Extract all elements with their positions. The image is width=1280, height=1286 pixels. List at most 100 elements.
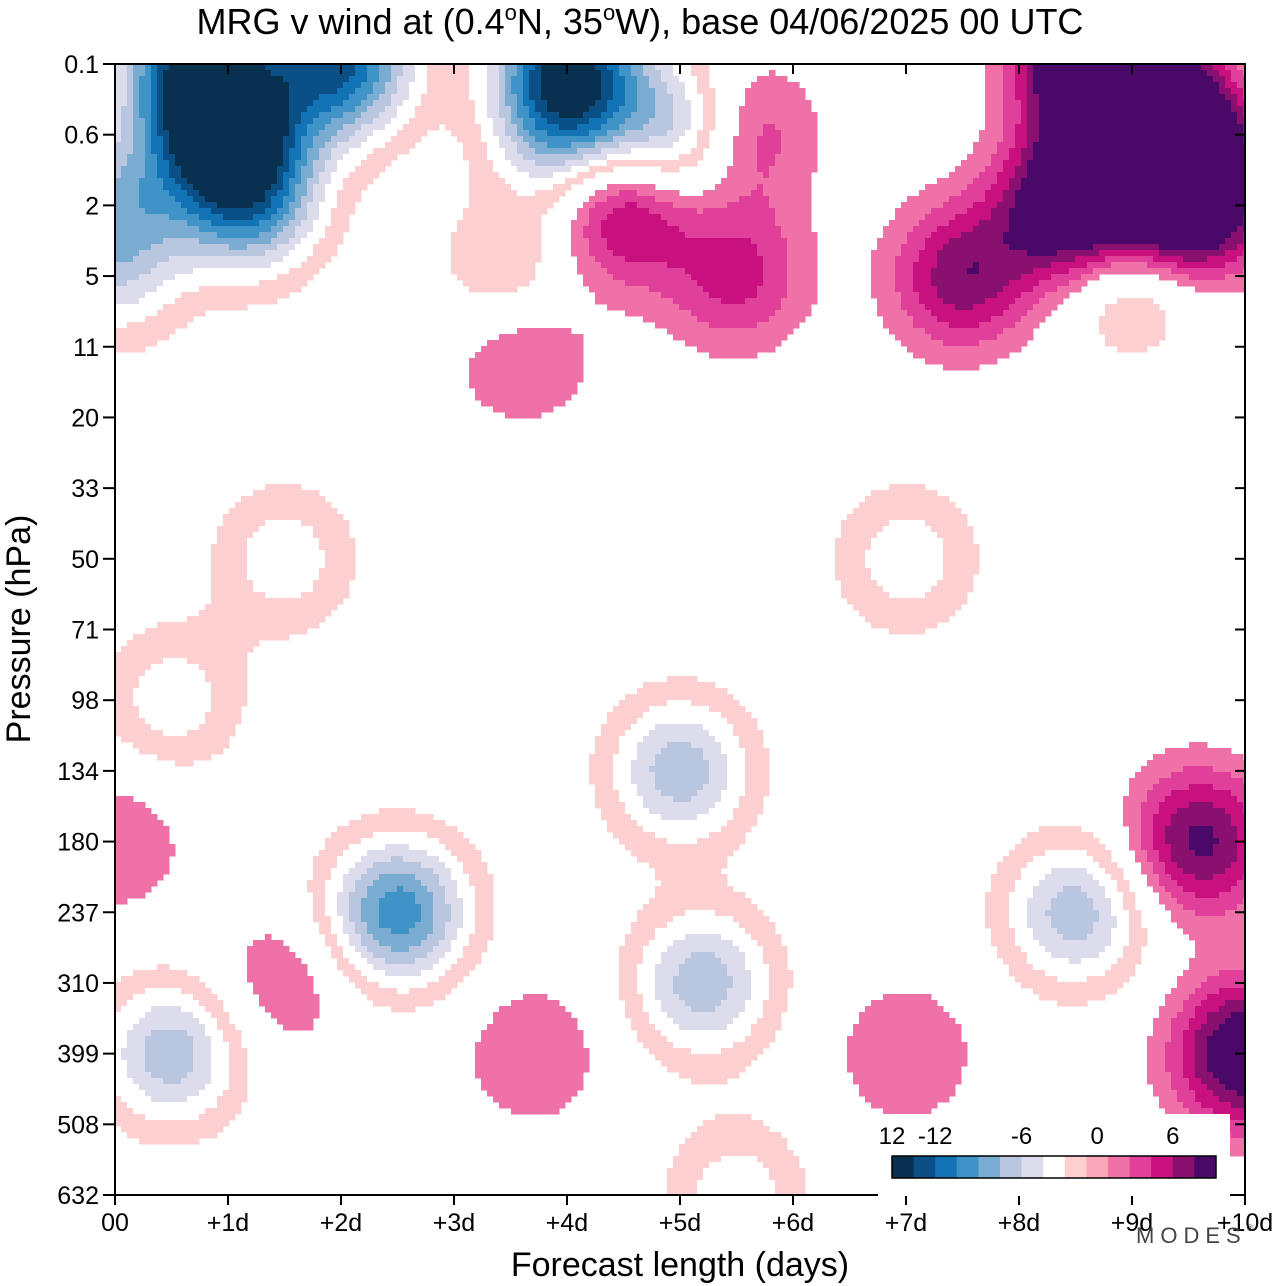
contour-cell (547, 118, 554, 125)
contour-cell (733, 142, 740, 149)
contour-cell (1027, 82, 1034, 89)
contour-cell (1135, 112, 1142, 119)
contour-cell (955, 256, 962, 263)
contour-cell (715, 214, 722, 221)
contour-cell (1165, 130, 1172, 137)
contour-cell (1147, 142, 1154, 149)
contour-cell (751, 256, 758, 263)
contour-cell (1237, 226, 1244, 233)
contour-cell (1069, 220, 1076, 227)
contour-cell (379, 142, 386, 149)
contour-cell (979, 142, 986, 149)
contour-cell (1189, 226, 1196, 233)
contour-cell (1075, 184, 1082, 191)
contour-cell (1147, 250, 1154, 257)
contour-cell (211, 70, 218, 77)
contour-cell (727, 196, 734, 203)
contour-cell (523, 142, 530, 149)
contour-cell (955, 220, 962, 227)
contour-cell (781, 76, 788, 83)
contour-cell (1111, 190, 1118, 197)
contour-cell (121, 238, 128, 245)
contour-cell (271, 232, 278, 239)
contour-cell (739, 130, 746, 137)
contour-cell (775, 148, 782, 155)
contour-cell (247, 112, 254, 119)
contour-cell (1207, 238, 1214, 245)
contour-cell (751, 118, 758, 125)
contour-cell (163, 256, 170, 263)
contour-cell (547, 184, 554, 191)
contour-cell (1099, 112, 1106, 119)
contour-cell (727, 232, 734, 239)
contour-cell (763, 118, 770, 125)
contour-cell (1237, 100, 1244, 107)
contour-cell (1183, 142, 1190, 149)
contour-cell (763, 88, 770, 95)
contour-cell (667, 70, 674, 77)
contour-cell (727, 166, 734, 173)
contour-cell (1105, 118, 1112, 125)
contour-cell (481, 250, 488, 257)
contour-cell (595, 76, 602, 83)
contour-cell (1123, 256, 1130, 263)
contour-cell (595, 124, 602, 131)
contour-cell (427, 94, 434, 101)
contour-cell (1015, 202, 1022, 209)
contour-cell (745, 112, 752, 119)
contour-cell (163, 160, 170, 167)
contour-cell (259, 256, 266, 263)
contour-cell (805, 202, 812, 209)
contour-cell (667, 94, 674, 101)
contour-cell (1243, 124, 1245, 131)
contour-cell (991, 100, 998, 107)
contour-cell (1063, 160, 1070, 167)
contour-cell (421, 106, 428, 113)
contour-cell (547, 124, 554, 131)
contour-cell (517, 172, 524, 179)
contour-cell (301, 220, 308, 227)
contour-cell (1033, 238, 1040, 245)
contour-cell (757, 88, 764, 95)
contour-cell (1135, 226, 1142, 233)
contour-cell (625, 76, 632, 83)
contour-cell (559, 112, 566, 119)
contour-cell (523, 124, 530, 131)
contour-cell (1225, 76, 1232, 83)
contour-cell (361, 148, 368, 155)
contour-cell (547, 190, 554, 197)
contour-cell (445, 118, 452, 125)
contour-cell (697, 76, 704, 83)
contour-cell (151, 94, 158, 101)
contour-cell (301, 178, 308, 185)
contour-cell (685, 154, 692, 161)
contour-cell (409, 136, 416, 143)
contour-cell (199, 226, 206, 233)
contour-cell (229, 256, 236, 263)
contour-cell (127, 178, 134, 185)
contour-cell (589, 106, 596, 113)
contour-cell (523, 64, 530, 71)
contour-cell (265, 94, 272, 101)
contour-cell (325, 118, 332, 125)
contour-cell (265, 118, 272, 125)
contour-cell (607, 220, 614, 227)
contour-cell (127, 190, 134, 197)
contour-cell (553, 88, 560, 95)
contour-cell (1201, 112, 1208, 119)
contour-cell (1081, 106, 1088, 113)
contour-cell (1033, 250, 1040, 257)
contour-cell (703, 70, 710, 77)
contour-cell (685, 100, 692, 107)
contour-cell (679, 130, 686, 137)
contour-cell (1195, 244, 1202, 251)
contour-cell (265, 82, 272, 89)
contour-cell (205, 196, 212, 203)
contour-cell (1021, 208, 1028, 215)
contour-cell (1129, 190, 1136, 197)
contour-cell (1231, 142, 1238, 149)
contour-cell (1213, 136, 1220, 143)
contour-cell (1057, 250, 1064, 257)
contour-cell (1087, 94, 1094, 101)
contour-cell (619, 190, 626, 197)
